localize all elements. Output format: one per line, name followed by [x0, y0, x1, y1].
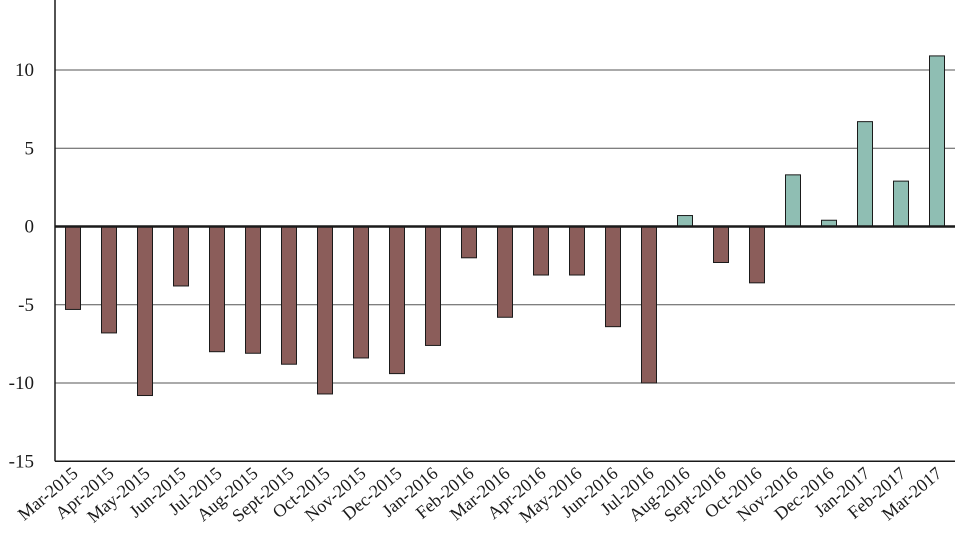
y-tick-label: -15: [9, 451, 34, 472]
y-tick-label: -10: [9, 373, 34, 394]
y-tick-label: 10: [15, 60, 34, 81]
bar-jul-2016: [641, 226, 657, 384]
bar-jun-2016: [605, 226, 621, 328]
bar-jul-2015: [209, 226, 225, 353]
bar-mar-2016: [497, 226, 513, 318]
bar-sept-2016: [713, 226, 729, 263]
gridlines: [55, 69, 955, 384]
bar-aug-2015: [245, 226, 261, 354]
bar-feb-2017: [893, 180, 909, 228]
y-tick-label: 0: [25, 217, 35, 238]
bar-aug-2016: [677, 215, 693, 227]
bar-jan-2017: [857, 121, 873, 227]
bar-jun-2015: [173, 226, 189, 287]
y-tick-label: -5: [18, 295, 34, 316]
bar-may-2016: [569, 226, 585, 276]
bar-mar-2017: [929, 55, 945, 228]
bar-oct-2015: [317, 226, 333, 395]
bar-jan-2016: [425, 226, 441, 346]
bar-may-2015: [137, 226, 153, 397]
bar-dec-2015: [389, 226, 405, 375]
bar-feb-2016: [461, 226, 477, 259]
y-tick-label: 5: [25, 138, 35, 159]
y-tick-labels: -15 -10 -5 0 5 10: [9, 60, 34, 472]
bar-nov-2015: [353, 226, 369, 359]
x-tick-labels: Mar-2015Apr-2015May-2015Jun-2015Jul-2015…: [14, 463, 946, 527]
bar-apr-2016: [533, 226, 549, 276]
bar-oct-2016: [749, 226, 765, 284]
bar-nov-2016: [785, 174, 801, 227]
bar-sept-2015: [281, 226, 297, 365]
bar-apr-2015: [101, 226, 117, 334]
bar-mar-2015: [65, 226, 81, 310]
